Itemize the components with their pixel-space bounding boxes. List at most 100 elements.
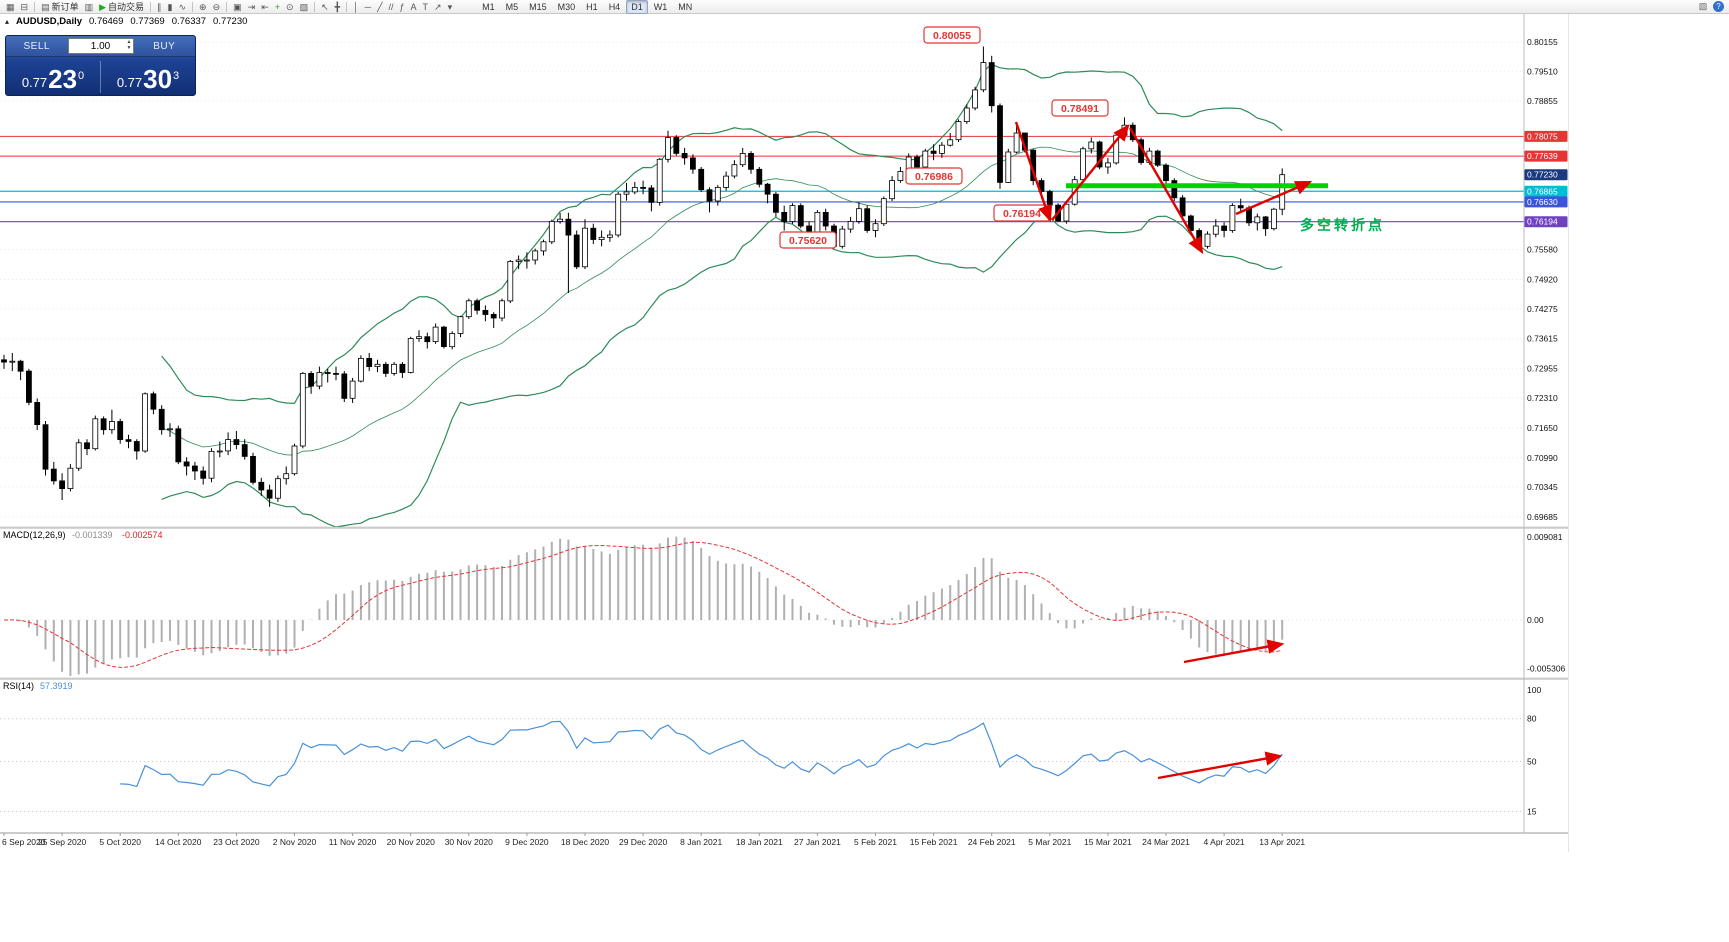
svg-text:24 Feb 2021: 24 Feb 2021 — [968, 837, 1016, 847]
chart-window-icon[interactable]: ▥ — [82, 1, 97, 13]
arrows-tool-icon[interactable]: ↗ — [431, 1, 445, 13]
svg-text:2 Nov 2020: 2 Nov 2020 — [273, 837, 317, 847]
line-chart-icon[interactable]: ∿ — [176, 1, 190, 13]
text-icon[interactable]: A — [408, 1, 420, 13]
svg-text:0.76986: 0.76986 — [915, 171, 953, 183]
grid-lines — [0, 41, 1524, 813]
help-icon[interactable]: ? — [1713, 1, 1724, 12]
tile-windows-icon[interactable]: ▣ — [230, 1, 245, 13]
timeframe-m15[interactable]: M15 — [529, 1, 547, 12]
macd-panel: MACD(12,26,9) -0.001339 -0.002574 — [3, 530, 1284, 676]
volume-up-icon[interactable]: ▲ — [126, 39, 132, 45]
auto-scroll-icon[interactable]: ⇥ — [245, 1, 259, 13]
volume-stepper[interactable]: ▲ ▼ — [127, 39, 132, 51]
volume-field[interactable]: 1.00 ▲ ▼ — [67, 38, 134, 54]
sell-button[interactable]: 0.77 23 0 — [6, 57, 100, 95]
panel-separators[interactable] — [0, 14, 1568, 834]
periods-icon[interactable]: ⊙ — [283, 1, 297, 13]
toolbar-separator — [314, 1, 316, 12]
svg-text:多空转折点: 多空转折点 — [1300, 217, 1385, 233]
templates-icon[interactable]: ▨ — [297, 1, 312, 13]
svg-text:0.75580: 0.75580 — [1527, 245, 1558, 255]
timeframe-m1[interactable]: M1 — [482, 1, 495, 12]
auto-scroll-icon: ⇥ — [247, 1, 256, 12]
candles-chart-icon[interactable]: ▮ — [165, 1, 176, 13]
zoom-in-icon[interactable]: ⊕ — [196, 1, 210, 13]
price-axis[interactable]: 0.80155 0.79510 0.78855 0.75580 0.74920 0.742… — [1524, 37, 1568, 817]
svg-text:4 Apr 2021: 4 Apr 2021 — [1204, 837, 1245, 847]
timeframe-mn[interactable]: MN — [678, 1, 693, 12]
volume-value[interactable]: 1.00 — [90, 40, 111, 52]
profiles-icon: ⊟ — [20, 1, 29, 12]
indicators-icon[interactable]: + — [272, 1, 283, 13]
sell-price-sup: 0 — [78, 70, 85, 82]
crosshair-icon: ╋ — [334, 1, 341, 12]
chart-canvas[interactable]: MACD(12,26,9) -0.001339 -0.002574 RSI(14) 57… — [0, 14, 1568, 852]
channel-icon[interactable]: // — [385, 1, 396, 13]
one-click-divider — [100, 61, 101, 93]
line-chart-icon: ∿ — [178, 1, 187, 12]
bollinger-bands — [161, 63, 1283, 528]
horizontal-level-lines[interactable] — [0, 135, 1524, 223]
chart-window-icon: ▥ — [84, 1, 94, 12]
vertical-line-icon: │ — [353, 1, 359, 12]
sell-price-big: 23 — [48, 64, 78, 94]
bars-chart-icon[interactable]: ∥ — [154, 1, 165, 13]
svg-text:0.74920: 0.74920 — [1527, 275, 1558, 285]
timeframe-h4[interactable]: H4 — [608, 1, 621, 12]
ohlc-high-value: 0.77369 — [130, 16, 165, 27]
new-chart-icon[interactable]: ▦ — [3, 1, 18, 13]
svg-text:0.80055: 0.80055 — [933, 30, 971, 42]
objects-dropdown-icon: ▾ — [447, 1, 453, 12]
text-label-icon[interactable]: T — [420, 1, 432, 13]
chart-shift-icon: ⇤ — [261, 1, 269, 12]
svg-text:0.79510: 0.79510 — [1527, 66, 1558, 76]
objects-dropdown-icon[interactable]: ▾ — [445, 1, 456, 13]
chart-profile-icon[interactable]: ▧ — [1698, 1, 1708, 11]
auto-trading-button[interactable]: ▶ 自动交易 — [96, 1, 147, 13]
svg-text:0.78075: 0.78075 — [1527, 131, 1558, 141]
channel-icon: // — [388, 1, 394, 12]
profiles-icon[interactable]: ⊟ — [18, 1, 32, 13]
chart-shift-icon[interactable]: ⇤ — [258, 1, 272, 13]
svg-text:13 Apr 2021: 13 Apr 2021 — [1259, 837, 1305, 847]
horizontal-line-icon[interactable]: ─ — [362, 1, 374, 13]
svg-text:0.73615: 0.73615 — [1527, 334, 1558, 344]
chart-window[interactable]: MACD(12,26,9) -0.001339 -0.002574 RSI(14) 57… — [0, 14, 1569, 852]
new-order-button[interactable]: ▤ 新订单 — [38, 1, 82, 13]
turning-point-note[interactable]: 多空转折点 — [1300, 217, 1385, 233]
trend-arrows[interactable] — [1014, 121, 1313, 780]
main-toolbar: ▦ ⊟ ▤ 新订单 ▥ ▶ 自动交易 ∥ ▮ ∿ ⊕ ⊖ ▣ ⇥ ⇤ + ⊙ ▨ ↖ ╋ │ ─ ╱// ƒ A T ↗ ▾ M1 M5 M… — [0, 0, 1729, 14]
fibonacci-icon: ƒ — [399, 1, 405, 12]
text-icon: A — [410, 1, 417, 12]
ohlc-open-value: 0.76469 — [89, 16, 124, 27]
cursor-icon[interactable]: ↖ — [318, 1, 332, 13]
toolbar-separator — [150, 1, 152, 12]
fibonacci-icon[interactable]: ƒ — [397, 1, 408, 13]
svg-text:18 Jan 2021: 18 Jan 2021 — [736, 837, 783, 847]
timeframe-d1[interactable]: D1 — [626, 0, 648, 14]
timeframe-m5[interactable]: M5 — [505, 1, 519, 12]
timeframe-h1[interactable]: H1 — [586, 1, 598, 12]
timeframe-m30[interactable]: M30 — [557, 1, 576, 12]
auto-trading-button-label: 自动交易 — [108, 2, 145, 12]
svg-text:0.78855: 0.78855 — [1527, 96, 1558, 106]
price-callouts[interactable]: 0.80055 0.78491 0.76986 0.76194 0.75620 — [779, 26, 1109, 249]
sell-label: SELL — [23, 40, 50, 52]
svg-text:57.3919: 57.3919 — [40, 681, 73, 691]
vertical-line-icon[interactable]: │ — [350, 1, 362, 13]
svg-text:5 Oct 2020: 5 Oct 2020 — [99, 837, 141, 847]
window-menu-icon[interactable]: ▴ — [5, 17, 10, 26]
candles-chart-icon: ▮ — [167, 1, 173, 12]
new-chart-icon: ▦ — [6, 1, 15, 12]
svg-text:0.77639: 0.77639 — [1527, 151, 1558, 161]
volume-down-icon[interactable]: ▼ — [126, 45, 132, 51]
crosshair-icon[interactable]: ╋ — [332, 1, 343, 13]
zoom-out-icon[interactable]: ⊖ — [210, 1, 224, 13]
svg-text:0.76865: 0.76865 — [1527, 186, 1558, 196]
buy-button[interactable]: 0.77 30 3 — [101, 57, 195, 95]
timeframe-w1[interactable]: W1 — [653, 1, 668, 12]
trendline-icon[interactable]: ╱ — [374, 1, 385, 13]
svg-text:24 Mar 2021: 24 Mar 2021 — [1142, 837, 1190, 847]
